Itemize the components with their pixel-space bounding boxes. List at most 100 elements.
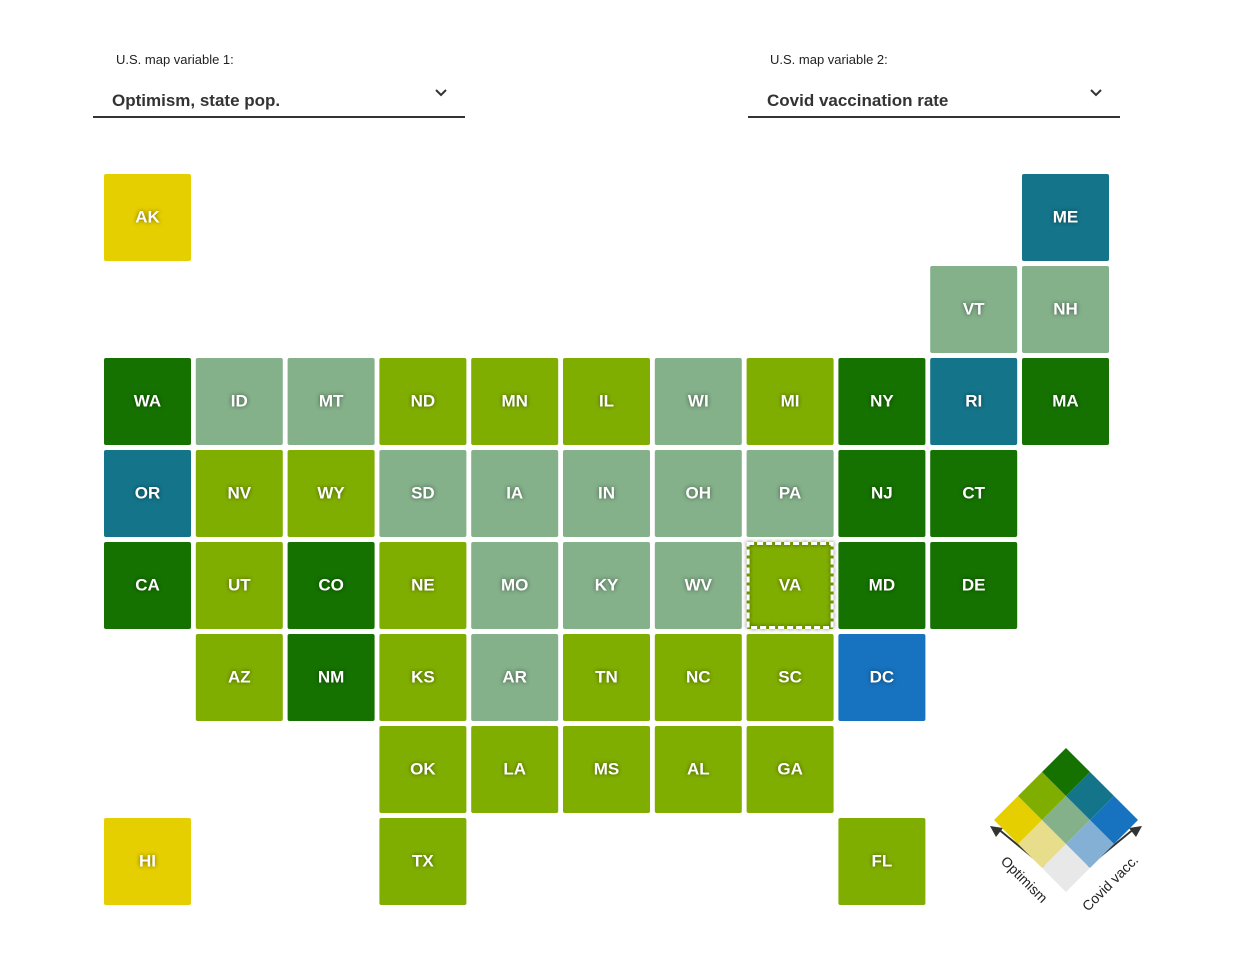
state-tile[interactable]: NM bbox=[287, 634, 375, 721]
state-tile[interactable]: TX bbox=[379, 818, 467, 905]
tile bbox=[287, 542, 375, 629]
state-tile[interactable]: LA bbox=[471, 726, 559, 813]
state-tile[interactable]: AR bbox=[471, 634, 559, 721]
tile-label: NC bbox=[686, 667, 711, 686]
tile-label: SC bbox=[778, 667, 802, 686]
state-tile[interactable]: NJ bbox=[838, 450, 926, 537]
state-tile[interactable]: VT bbox=[930, 266, 1018, 353]
state-tile[interactable]: MI bbox=[746, 358, 834, 445]
state-tile[interactable]: NE bbox=[379, 542, 467, 629]
tile bbox=[563, 726, 650, 813]
state-tile[interactable]: SC bbox=[746, 634, 834, 721]
state-tile[interactable]: AK bbox=[104, 174, 191, 261]
state-tile[interactable]: TN bbox=[563, 634, 650, 721]
state-tile[interactable]: CA bbox=[104, 542, 191, 629]
tile-label: OK bbox=[410, 759, 436, 778]
tile bbox=[471, 450, 559, 537]
state-tile[interactable]: KY bbox=[563, 542, 650, 629]
state-tile[interactable]: OK bbox=[379, 726, 467, 813]
state-tile[interactable]: HI bbox=[104, 818, 191, 905]
tile bbox=[104, 450, 191, 537]
state-tile[interactable]: MD bbox=[838, 542, 926, 629]
state-tile[interactable]: MS bbox=[563, 726, 650, 813]
state-tile[interactable]: ID bbox=[195, 358, 283, 445]
state-tile[interactable]: OR bbox=[104, 450, 191, 537]
tile-label: CA bbox=[135, 575, 160, 594]
state-tile[interactable]: NV bbox=[195, 450, 283, 537]
tile-label: NE bbox=[411, 575, 435, 594]
tile bbox=[379, 542, 467, 629]
tile bbox=[287, 634, 375, 721]
tile-label: KS bbox=[411, 667, 435, 686]
state-tile[interactable]: WI bbox=[654, 358, 742, 445]
state-tile[interactable]: WV bbox=[654, 542, 742, 629]
state-tile[interactable]: NC bbox=[654, 634, 742, 721]
tile bbox=[563, 358, 650, 445]
tile-label: HI bbox=[139, 851, 156, 870]
chevron[interactable] bbox=[1090, 89, 1102, 97]
dropdown[interactable]: U.S. map variable 2: Covid vaccination r… bbox=[748, 52, 1120, 118]
tile-label: MO bbox=[501, 575, 528, 594]
tile-label: PA bbox=[779, 483, 801, 502]
tile bbox=[287, 450, 375, 537]
tile-label: CO bbox=[318, 575, 344, 594]
tile-label: ND bbox=[411, 391, 436, 410]
tile bbox=[379, 726, 467, 813]
state-tile[interactable]: SD bbox=[379, 450, 467, 537]
state-tile[interactable]: GA bbox=[746, 726, 834, 813]
dropdown-value[interactable]: Optimism, state pop. bbox=[112, 91, 280, 110]
legend-arrowhead bbox=[990, 826, 1003, 837]
state-tile[interactable]: CT bbox=[930, 450, 1018, 537]
tile bbox=[838, 450, 926, 537]
state-tile[interactable]: MA bbox=[1022, 358, 1109, 445]
tile bbox=[471, 726, 559, 813]
state-tile[interactable]: IN bbox=[563, 450, 650, 537]
tile bbox=[930, 266, 1018, 353]
state-tile[interactable]: DC bbox=[838, 634, 926, 721]
state-tile[interactable]: WA bbox=[104, 358, 191, 445]
state-tile[interactable]: RI bbox=[930, 358, 1018, 445]
tile-label: OH bbox=[686, 483, 712, 502]
tile bbox=[838, 358, 926, 445]
tile-label: NJ bbox=[871, 483, 893, 502]
tile-label: WA bbox=[134, 391, 161, 410]
state-tile[interactable]: AL bbox=[654, 726, 742, 813]
tile bbox=[195, 450, 283, 537]
dropdown-label: U.S. map variable 1: bbox=[116, 52, 234, 67]
state-tile[interactable]: ME bbox=[1022, 174, 1109, 261]
tile bbox=[195, 358, 283, 445]
dropdown-label: U.S. map variable 2: bbox=[770, 52, 888, 67]
dropdown-value[interactable]: Covid vaccination rate bbox=[767, 91, 948, 110]
state-tile[interactable]: MO bbox=[471, 542, 559, 629]
state-tile[interactable]: DE bbox=[930, 542, 1018, 629]
tile bbox=[379, 634, 467, 721]
state-tile[interactable]: MT bbox=[287, 358, 375, 445]
tile-label: IN bbox=[598, 483, 615, 502]
tile bbox=[471, 542, 559, 629]
state-tile[interactable]: FL bbox=[838, 818, 926, 905]
state-tile[interactable]: IA bbox=[471, 450, 559, 537]
state-tile[interactable]: MN bbox=[471, 358, 559, 445]
state-tile[interactable]: AZ bbox=[195, 634, 283, 721]
tile bbox=[379, 450, 467, 537]
tile-label: WI bbox=[688, 391, 709, 410]
state-tile[interactable]: VA bbox=[746, 542, 834, 629]
dropdown[interactable]: U.S. map variable 1: Optimism, state pop… bbox=[93, 52, 465, 118]
tile bbox=[563, 634, 650, 721]
tile bbox=[654, 634, 742, 721]
state-tile[interactable]: OH bbox=[654, 450, 742, 537]
tile bbox=[195, 634, 283, 721]
state-tile[interactable]: CO bbox=[287, 542, 375, 629]
state-tile[interactable]: ND bbox=[379, 358, 467, 445]
chevron[interactable] bbox=[435, 89, 447, 97]
state-tile[interactable]: KS bbox=[379, 634, 467, 721]
state-tile[interactable]: WY bbox=[287, 450, 375, 537]
tile bbox=[104, 818, 191, 905]
tile-label: AL bbox=[687, 759, 710, 778]
state-tile[interactable]: UT bbox=[195, 542, 283, 629]
tile-label: IA bbox=[506, 483, 523, 502]
state-tile[interactable]: IL bbox=[563, 358, 650, 445]
state-tile[interactable]: NH bbox=[1022, 266, 1109, 353]
state-tile[interactable]: PA bbox=[746, 450, 834, 537]
state-tile[interactable]: NY bbox=[838, 358, 926, 445]
